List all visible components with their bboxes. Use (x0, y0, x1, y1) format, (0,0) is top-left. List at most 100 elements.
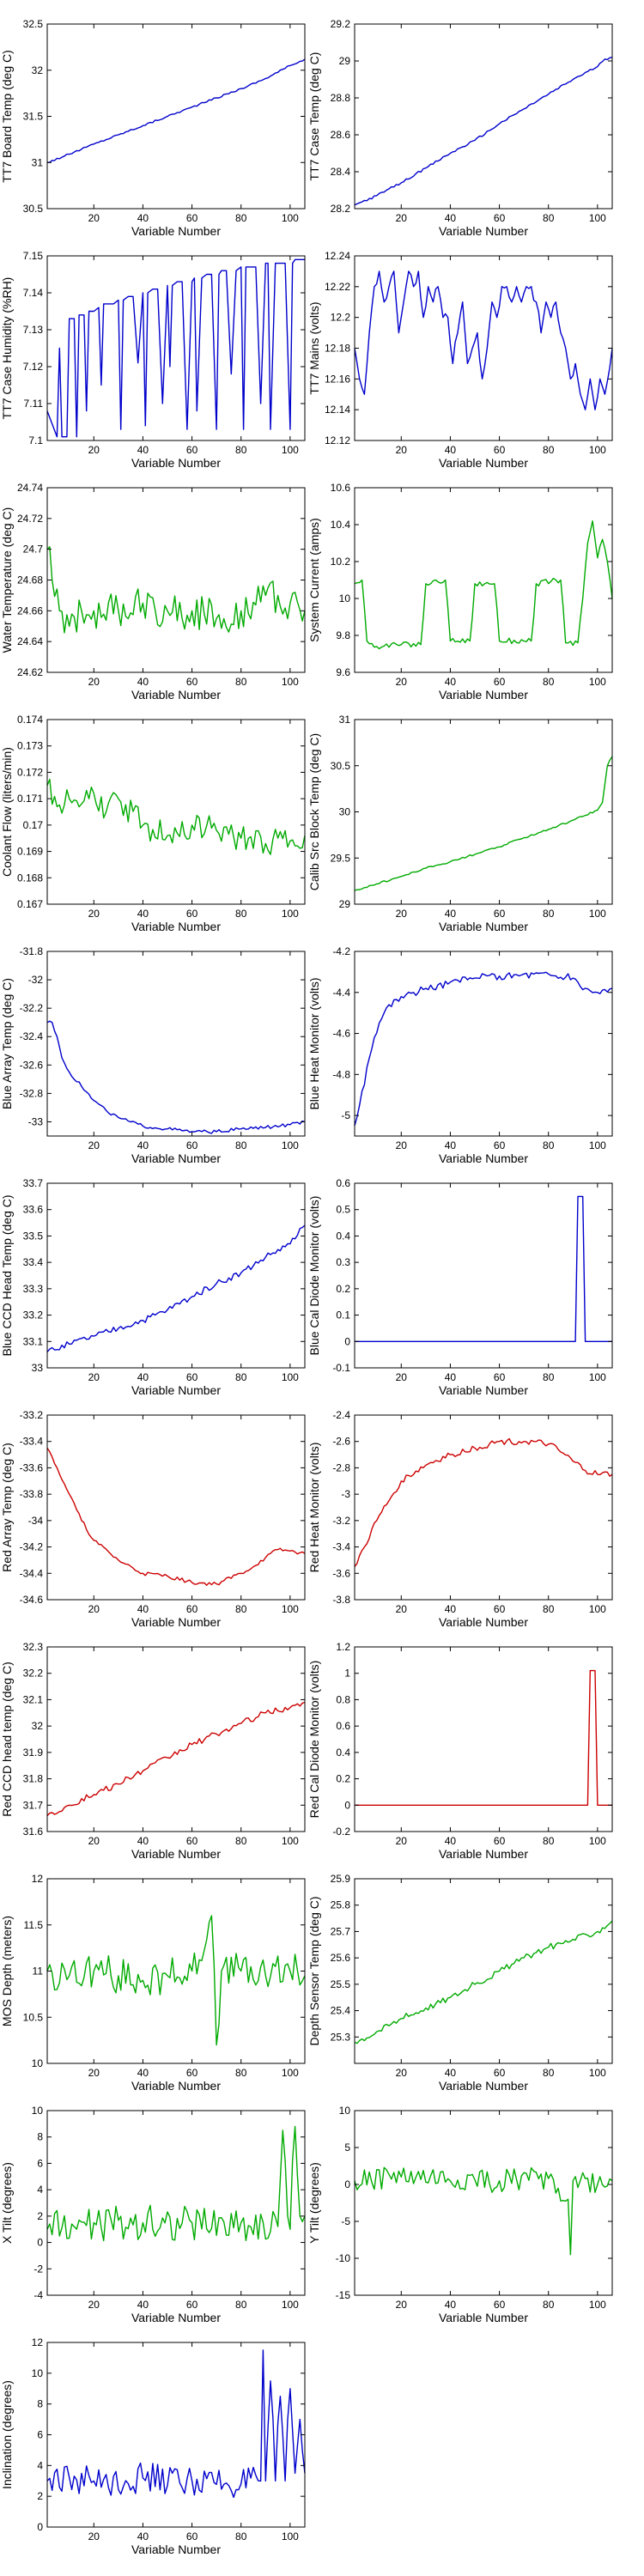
y-tick-label: -34.4 (20, 1567, 44, 1579)
x-tick-label: 80 (543, 1835, 555, 1847)
y-tick-label: 33.5 (23, 1230, 44, 1242)
x-tick-label: 20 (88, 1139, 100, 1151)
chart-panel-20: -15 -10 -5 0 5 10 20 40 60 80 100 Variable Number Y … (307, 2105, 613, 2324)
x-tick-label: 40 (137, 1139, 149, 1151)
series-line (354, 756, 613, 891)
x-tick-label: 80 (235, 908, 247, 920)
y-tick-label: 7.15 (23, 250, 44, 262)
y-tick-label: 25.3 (331, 2031, 351, 2043)
x-tick-label: 100 (589, 2067, 606, 2079)
x-axis-label: Variable Number (439, 1151, 528, 1165)
y-tick-label: 28.4 (331, 166, 351, 178)
axes-frame (46, 951, 306, 1137)
y-tick-label: 33.4 (23, 1256, 44, 1268)
y-tick-label: 0.6 (336, 1177, 350, 1189)
series-line (46, 1915, 306, 2046)
x-tick-label: 60 (186, 1139, 198, 1151)
y-axis-label: Red CCD head temp (deg C) (0, 1662, 14, 1817)
y-tick-label: -33 (28, 1115, 44, 1127)
y-tick-label: 12.12 (325, 434, 350, 447)
x-tick-label: 20 (88, 444, 100, 456)
x-tick-label: 60 (186, 1835, 198, 1847)
y-tick-label: 12.2 (331, 312, 351, 324)
y-tick-label: -31.8 (20, 945, 44, 957)
y-tick-label: -33.8 (20, 1488, 44, 1500)
y-tick-label: -4.6 (332, 1028, 350, 1040)
y-axis-label: X Tilt (degrees) (0, 2162, 14, 2244)
x-axis-label: Variable Number (439, 456, 528, 470)
y-tick-label: 24.64 (17, 635, 43, 647)
x-tick-label: 40 (445, 444, 457, 456)
chart-panel-15: 31.6 31.7 31.8 31.9 32 32.1 32.2 32.3 20 40 60 80 10… (0, 1641, 306, 1861)
y-tick-label: 6 (37, 2429, 43, 2441)
y-tick-label: 31 (339, 714, 351, 726)
y-tick-label: 25.9 (331, 1873, 351, 1885)
series-line (354, 57, 613, 206)
y-tick-label: 12.14 (325, 404, 350, 416)
y-tick-label: 0.17 (23, 819, 44, 831)
y-tick-label: 10 (32, 2367, 44, 2379)
y-tick-label: 10.2 (331, 556, 351, 568)
x-tick-label: 60 (494, 2299, 506, 2311)
y-axis-label: MOS Depth (meters) (0, 1916, 14, 2026)
series-line (46, 1701, 306, 1817)
y-tick-label: 9.6 (336, 666, 350, 678)
y-tick-label: 33.6 (23, 1204, 44, 1216)
x-axis-label: Variable Number (439, 1383, 528, 1397)
x-axis-label: Variable Number (131, 1615, 221, 1629)
y-tick-label: 10.6 (331, 482, 351, 494)
x-axis-label: Variable Number (131, 456, 221, 470)
x-tick-label: 80 (543, 212, 555, 224)
x-tick-label: 60 (186, 2530, 198, 2543)
x-tick-label: 80 (543, 1371, 555, 1383)
y-tick-label: 33.1 (23, 1335, 44, 1347)
x-axis-label: Variable Number (131, 1383, 221, 1397)
x-tick-label: 40 (445, 1371, 457, 1383)
series-line (46, 2125, 306, 2242)
y-tick-label: -4.8 (332, 1068, 350, 1080)
chart-panel-10: -5 -4.8 -4.6 -4.4 -4.2 20 40 60 80 100 Variable Nu… (307, 945, 613, 1165)
y-tick-label: -3 (341, 1488, 350, 1500)
y-tick-label: 29.5 (331, 852, 351, 864)
series-line (354, 2166, 613, 2256)
x-axis-label: Variable Number (439, 920, 528, 933)
x-tick-label: 20 (88, 212, 100, 224)
y-tick-label: -33.6 (20, 1461, 44, 1473)
y-axis-label: Red Heat Monitor (volts) (307, 1443, 321, 1573)
chart-panel-16: -0.2 0 0.2 0.4 0.6 0.8 1 1.2 20 40 60 80 100 Variable… (307, 1641, 613, 1861)
y-tick-label: 32.2 (23, 1668, 44, 1680)
x-axis-label: Variable Number (439, 1847, 528, 1861)
y-tick-label: 0.171 (17, 793, 43, 805)
x-tick-label: 20 (88, 908, 100, 920)
x-tick-label: 60 (186, 908, 198, 920)
x-axis-label: Variable Number (131, 1151, 221, 1165)
y-tick-label: -0.2 (332, 1826, 350, 1838)
x-tick-label: 20 (396, 1835, 408, 1847)
y-tick-label: 24.74 (17, 482, 43, 494)
y-tick-label: 8 (37, 2398, 43, 2410)
y-tick-label: 0.4 (336, 1747, 350, 1759)
y-tick-label: 31.8 (23, 1773, 44, 1785)
x-tick-label: 100 (282, 1139, 299, 1151)
y-tick-label: 31.9 (23, 1747, 44, 1759)
y-tick-label: 1 (344, 1668, 350, 1680)
x-tick-label: 40 (137, 1603, 149, 1615)
x-tick-label: 80 (235, 1603, 247, 1615)
x-tick-label: 40 (137, 1371, 149, 1383)
y-tick-label: 24.66 (17, 605, 43, 617)
y-tick-label: 0 (344, 2178, 350, 2190)
y-tick-label: 4 (37, 2184, 43, 2196)
x-tick-label: 40 (445, 1835, 457, 1847)
y-tick-label: 7.1 (28, 434, 43, 447)
x-axis-label: Variable Number (131, 224, 221, 238)
series-line (354, 1437, 613, 1568)
y-axis-label: Red Array Temp (deg C) (0, 1443, 14, 1572)
chart-panel-11: 33 33.1 33.2 33.3 33.4 33.5 33.6 33.7 20 40 60 80 10… (0, 1177, 306, 1397)
chart-panel-12: -0.1 0 0.1 0.2 0.3 0.4 0.5 0.6 20 40 60 80 100 Variab… (307, 1177, 613, 1397)
y-tick-label: 33.3 (23, 1283, 44, 1295)
x-tick-label: 20 (396, 908, 408, 920)
y-tick-label: 29 (339, 55, 351, 67)
y-tick-label: 0 (344, 1799, 350, 1811)
x-tick-label: 40 (445, 908, 457, 920)
y-tick-label: 32.1 (23, 1693, 44, 1705)
